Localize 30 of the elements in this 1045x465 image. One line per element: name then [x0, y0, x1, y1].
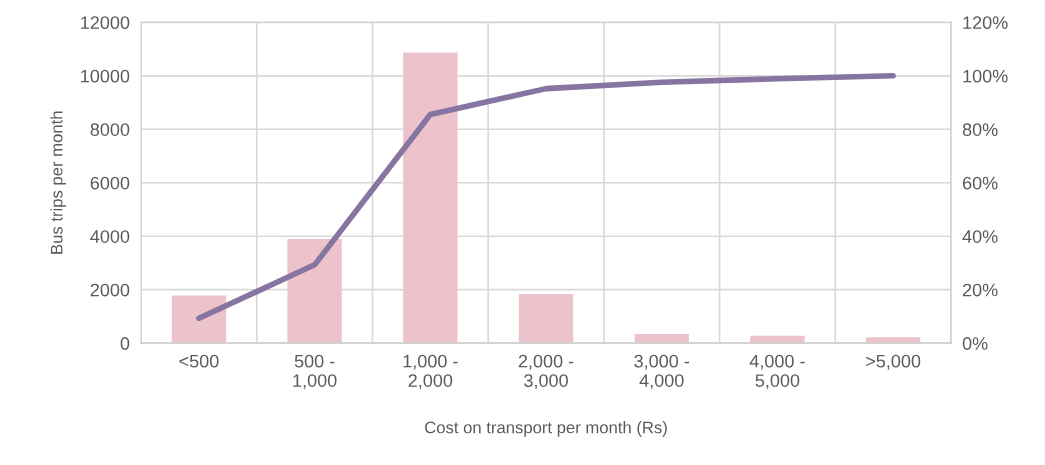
y-tick-label: 2000	[90, 283, 130, 297]
y2-tick-label: 20%	[962, 283, 998, 297]
x-tick-label: 1,000 - 2,000	[403, 354, 458, 390]
y-tick-label: 6000	[90, 176, 130, 190]
bar	[634, 334, 689, 344]
x-tick-label: >5,000	[866, 354, 921, 370]
y-tick-label: 4000	[90, 230, 130, 243]
bar	[171, 295, 227, 344]
bar	[403, 52, 458, 344]
x-tick-label: 500 - 1,000	[293, 354, 337, 390]
y2-tick-label: 60%	[962, 176, 998, 190]
bar	[287, 238, 342, 344]
y-tick-label: 8000	[90, 123, 130, 136]
y2-tick-label: 40%	[962, 230, 998, 243]
y-axis-title: Bus trips per month	[50, 111, 66, 254]
y-tick-label: 12000	[81, 16, 130, 30]
y2-tick-label: 120%	[963, 16, 1008, 30]
bar	[750, 335, 805, 344]
x-axis-title: Cost on transport per month (Rs)	[425, 421, 667, 437]
bar	[865, 337, 921, 344]
x-tick-label: 2,000 - 3,000	[518, 354, 574, 390]
bar	[518, 293, 574, 344]
y-tick-label: 10000	[81, 69, 130, 83]
y2-tick-label: 100%	[963, 69, 1008, 83]
y2-tick-label: 80%	[962, 123, 998, 136]
x-tick-label: 4,000 - 5,000	[749, 354, 805, 390]
x-tick-label: 3,000 - 4,000	[634, 354, 690, 390]
x-tick-label: <500	[179, 354, 219, 368]
y2-tick-label: 0%	[962, 337, 988, 350]
y-tick-label: 0	[120, 337, 130, 350]
